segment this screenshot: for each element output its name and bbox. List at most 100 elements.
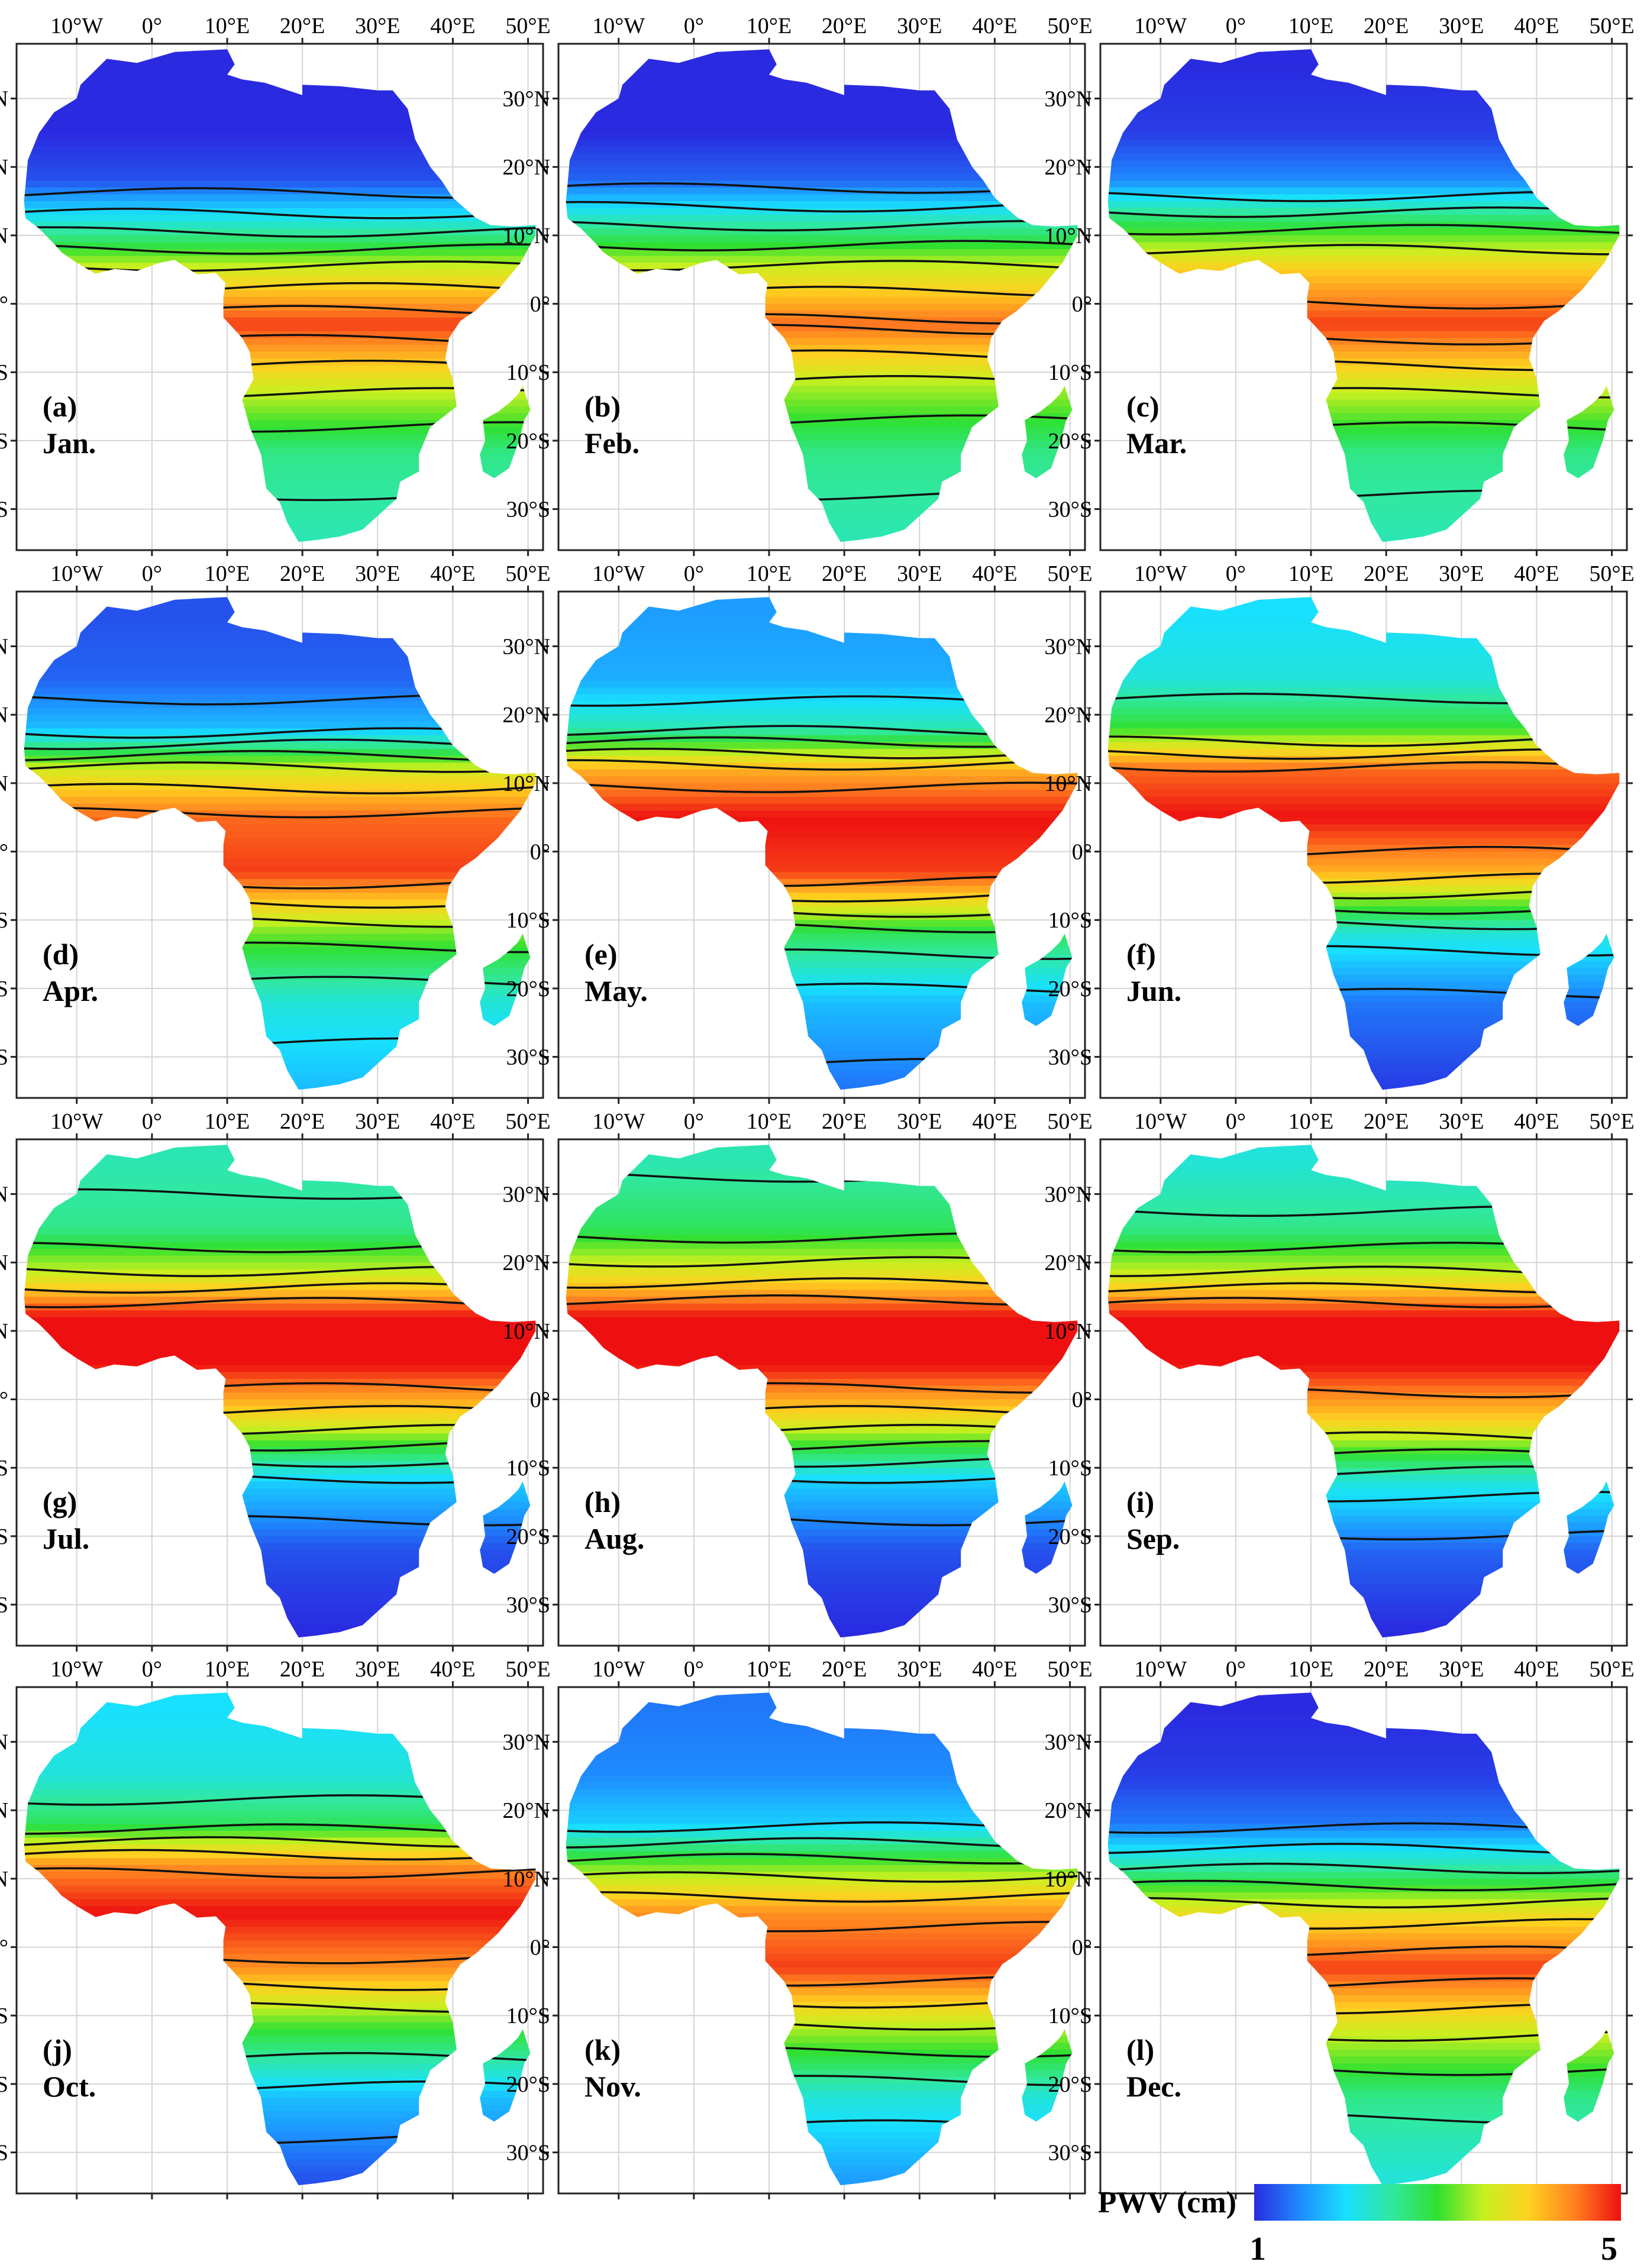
pwv-band bbox=[1107, 1851, 1620, 1859]
pwv-band bbox=[566, 715, 1078, 722]
lat-tick-label: 30°N bbox=[0, 87, 8, 112]
pwv-band bbox=[1107, 1221, 1620, 1229]
contour-line bbox=[566, 759, 1078, 771]
pwv-band bbox=[1107, 1358, 1620, 1366]
panel-frame bbox=[557, 43, 1086, 551]
contour-line bbox=[566, 240, 1078, 251]
panel-letter: (d) bbox=[43, 938, 79, 971]
lon-tick-label: 20°E bbox=[280, 1657, 325, 1682]
pwv-band bbox=[1107, 721, 1620, 729]
lat-tick-label: 20°N bbox=[1044, 155, 1092, 180]
pwv-band bbox=[566, 1262, 1078, 1270]
contour-line bbox=[1107, 190, 1620, 202]
pwv-band bbox=[1107, 256, 1620, 264]
lon-tick-label: 40°E bbox=[972, 1657, 1017, 1682]
panel-month: Aug. bbox=[584, 1522, 644, 1555]
pwv-band bbox=[566, 749, 1078, 757]
lat-tick-label: 30°S bbox=[0, 2141, 8, 2166]
lon-tick-label: 50°E bbox=[505, 1109, 550, 1134]
lat-tick-label: 20°N bbox=[0, 703, 8, 728]
pwv-band bbox=[566, 1214, 1078, 1222]
contour-line bbox=[24, 208, 536, 219]
pwv-band bbox=[1107, 1228, 1620, 1236]
pwv-band bbox=[1107, 1776, 1620, 1784]
pwv-band bbox=[566, 173, 1078, 182]
pwv-band bbox=[24, 1235, 536, 1243]
pwv-band bbox=[1107, 1324, 1620, 1332]
pwv-band bbox=[24, 1885, 536, 1894]
map-panel: 10°W 0° 10°E 20°E 30°E 40°E 50°E 30°N 20°N 10°N 0°… bbox=[502, 1657, 1093, 2199]
pwv-band bbox=[566, 1830, 1078, 1839]
lon-tick-label: 40°E bbox=[430, 1657, 475, 1682]
lat-tick-label: 0° bbox=[0, 292, 8, 317]
lat-tick-label: 10°N bbox=[0, 1319, 8, 1344]
map-panel: 10°W 0° 10°E 20°E 30°E 40°E 50°E 30°N 20°N 10°N 0°… bbox=[502, 1109, 1093, 1652]
panel-month: Apr. bbox=[43, 974, 98, 1007]
pwv-band bbox=[24, 803, 536, 812]
pwv-band bbox=[24, 1214, 536, 1222]
lon-tick-label: 10°E bbox=[205, 561, 250, 586]
lon-tick-label: 30°E bbox=[355, 14, 400, 38]
lon-tick-label: 10°W bbox=[592, 1657, 645, 1682]
contour-line bbox=[24, 1282, 536, 1294]
contour-line bbox=[24, 783, 536, 794]
lat-tick-label: 30°S bbox=[1048, 1045, 1092, 1070]
pwv-band bbox=[1107, 715, 1620, 722]
pwv-band bbox=[566, 667, 1078, 674]
lat-tick-label: 30°S bbox=[0, 1045, 8, 1070]
lat-tick-label: 10°N bbox=[0, 1867, 8, 1892]
lat-tick-label: 30°S bbox=[506, 1593, 550, 1618]
lon-tick-label: 20°E bbox=[1364, 1109, 1409, 1134]
lat-tick-label: 30°N bbox=[502, 635, 550, 660]
pwv-band bbox=[566, 125, 1078, 134]
lon-tick-label: 0° bbox=[684, 1657, 704, 1682]
axis-ticks: 10°W 0° 10°E 20°E 30°E 40°E 50°E 30°N 20°N 10°N 0°… bbox=[0, 561, 551, 1104]
panel-frame bbox=[15, 43, 544, 551]
pwv-band bbox=[566, 160, 1078, 168]
lon-tick-label: 0° bbox=[142, 14, 162, 38]
pwv-band bbox=[24, 119, 536, 127]
lon-tick-label: 10°E bbox=[747, 14, 792, 38]
lat-tick-label: 20°S bbox=[506, 429, 550, 454]
lat-tick-label: 0° bbox=[1072, 292, 1092, 317]
pwv-band bbox=[24, 1776, 536, 1784]
pwv-band bbox=[24, 776, 536, 784]
panel-letter: (i) bbox=[1126, 1485, 1154, 1519]
panel-letter: (c) bbox=[1126, 390, 1160, 423]
lon-tick-label: 20°E bbox=[1364, 561, 1409, 586]
pwv-band bbox=[1107, 797, 1620, 805]
pwv-band bbox=[566, 1351, 1078, 1359]
pwv-band bbox=[24, 1351, 536, 1359]
lat-tick-label: 20°S bbox=[506, 1524, 550, 1549]
colorbar: PWV (cm) 1 5 bbox=[1098, 2184, 1621, 2267]
lon-tick-label: 30°E bbox=[1439, 14, 1484, 38]
lat-tick-label: 0° bbox=[1072, 1388, 1092, 1413]
pwv-band bbox=[566, 1789, 1078, 1798]
pwv-band bbox=[566, 249, 1078, 257]
map-panel: 10°W 0° 10°E 20°E 30°E 40°E 50°E 30°N 20°N 10°N 0°… bbox=[1044, 1657, 1635, 2199]
lon-tick-label: 30°E bbox=[355, 1657, 400, 1682]
pwv-band bbox=[24, 1830, 536, 1839]
lon-tick-label: 50°E bbox=[1047, 1109, 1092, 1134]
lon-tick-label: 10°E bbox=[747, 1109, 792, 1134]
pwv-band bbox=[24, 125, 536, 134]
map-panel: 10°W 0° 10°E 20°E 30°E 40°E 50°E 30°N 20°N 10°N 0°… bbox=[1044, 14, 1635, 556]
lon-tick-label: 10°W bbox=[1134, 1109, 1187, 1134]
lat-tick-label: 20°N bbox=[502, 1798, 550, 1823]
contour-line bbox=[566, 1891, 1078, 1903]
pwv-band bbox=[566, 146, 1078, 154]
pwv-band bbox=[566, 1337, 1078, 1346]
lat-tick-label: 10°S bbox=[0, 1456, 8, 1481]
lon-tick-label: 40°E bbox=[430, 1109, 475, 1134]
axis-ticks: 10°W 0° 10°E 20°E 30°E 40°E 50°E 30°N 20°N 10°N 0°… bbox=[502, 1657, 1093, 2199]
pwv-band bbox=[24, 1810, 536, 1818]
pwv-band bbox=[24, 1310, 536, 1318]
pwv-band bbox=[1107, 1255, 1620, 1264]
pwv-band bbox=[24, 763, 536, 770]
lon-tick-label: 10°E bbox=[205, 14, 250, 38]
lat-tick-label: 30°S bbox=[1048, 497, 1092, 522]
lat-tick-label: 30°S bbox=[506, 1045, 550, 1070]
pwv-band bbox=[1107, 173, 1620, 182]
colorbar-gradient bbox=[1254, 2184, 1621, 2221]
panel-month: Oct. bbox=[43, 2070, 96, 2103]
